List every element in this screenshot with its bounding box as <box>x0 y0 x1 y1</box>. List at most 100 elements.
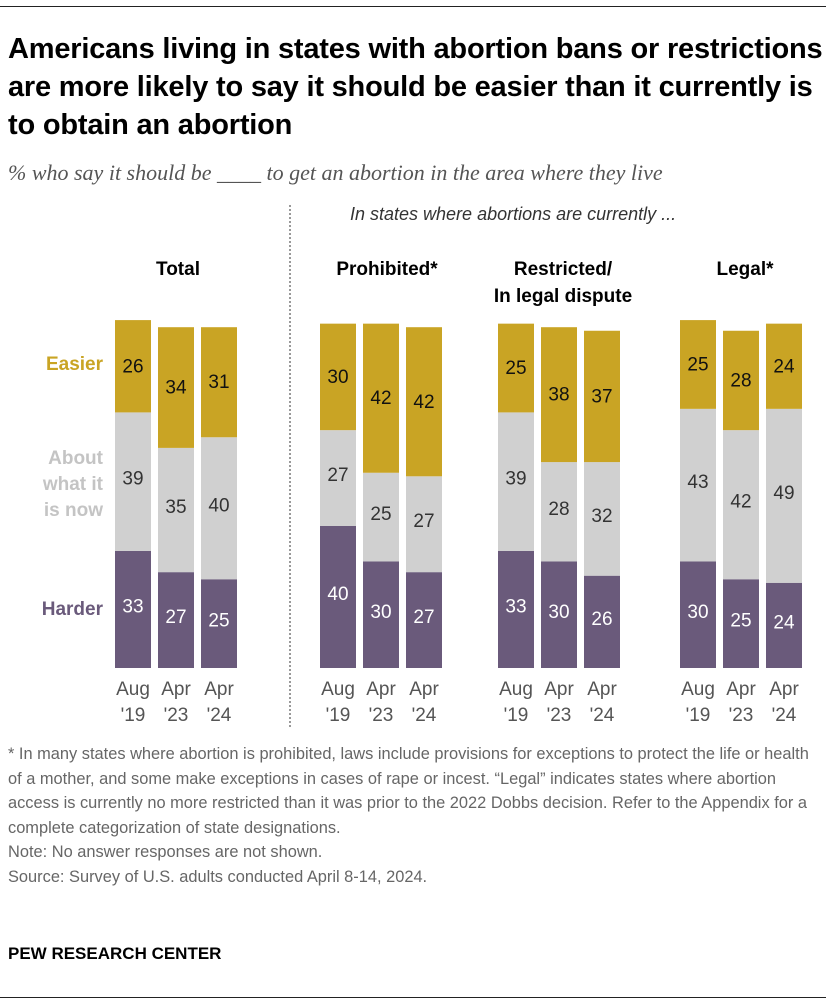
bar-about-g3-b0 <box>680 408 716 562</box>
bar-easier-g3-b1 <box>723 330 759 431</box>
tick-label-top-g1-b1: Apr <box>366 679 396 700</box>
group-title-prohibited: Prohibited* <box>336 259 438 280</box>
row-label-harder: Harder <box>41 599 103 620</box>
bar-harder-g1-b0 <box>320 526 356 668</box>
group-title-legal: Legal* <box>716 259 774 280</box>
value-harder-g2-b2: 26 <box>591 609 612 630</box>
bar-harder-g3-b2 <box>766 582 802 668</box>
value-about-g2-b2: 32 <box>591 506 612 527</box>
value-about-g1-b1: 25 <box>370 504 391 525</box>
tick-label-bottom-g3-b1: '23 <box>729 705 754 726</box>
bar-about-g1-b0 <box>320 430 356 526</box>
value-easier-g0-b2: 31 <box>208 372 229 393</box>
bar-easier-g3-b0 <box>680 320 716 409</box>
panel-note: In states where abortions are currently … <box>350 204 677 224</box>
tick-label-top-g1-b0: Aug <box>321 679 355 700</box>
value-easier-g1-b0: 30 <box>327 367 348 388</box>
tick-label-bottom-g0-b1: '23 <box>164 705 189 726</box>
top-rule <box>0 6 826 7</box>
value-about-g3-b1: 42 <box>730 492 751 513</box>
bar-easier-g3-b2 <box>766 323 802 409</box>
tick-label-bottom-g2-b1: '23 <box>547 705 572 726</box>
stacked-bar-chart: 33 39 26 Aug '19 27 35 34 Apr '23 25 40 31 Apr '24 40 27… <box>115 320 802 726</box>
value-harder-g3-b2: 24 <box>773 612 795 633</box>
footnote-source: Source: Survey of U.S. adults conducted … <box>8 867 428 886</box>
value-easier-g1-b1: 42 <box>370 388 391 409</box>
tick-label-top-g3-b0: Aug <box>681 679 715 700</box>
bar-easier-g2-b0 <box>498 323 534 413</box>
footnote-asterisk: * In many states where abortion is prohi… <box>8 745 809 837</box>
bar-about-g0-b1 <box>158 447 194 573</box>
row-label-easier: Easier <box>45 354 103 375</box>
value-easier-g0-b0: 26 <box>122 356 143 377</box>
tick-label-top-g2-b2: Apr <box>587 679 617 700</box>
value-about-g1-b0: 27 <box>327 465 348 486</box>
value-harder-g2-b0: 33 <box>505 596 526 617</box>
group-title-restricted: Restricted/ In legal dispute <box>493 259 633 307</box>
value-easier-g3-b0: 25 <box>687 354 708 375</box>
tick-label-bottom-g1-b2: '24 <box>412 705 437 726</box>
tick-label-top-g0-b2: Apr <box>204 679 234 700</box>
bar-harder-g3-b0 <box>680 561 716 668</box>
bar-harder-g0-b2 <box>201 579 237 668</box>
bar-about-g1-b2 <box>406 476 442 573</box>
value-about-g0-b0: 39 <box>122 469 143 490</box>
value-harder-g1-b2: 27 <box>413 607 434 628</box>
tick-label-top-g3-b1: Apr <box>726 679 756 700</box>
tick-label-bottom-g0-b2: '24 <box>207 705 232 726</box>
value-harder-g0-b0: 33 <box>122 596 143 617</box>
bar-harder-g0-b1 <box>158 572 194 668</box>
bar-harder-g2-b2 <box>584 575 620 668</box>
tick-label-top-g0-b0: Aug <box>116 679 150 700</box>
bar-easier-g0-b2 <box>201 327 237 438</box>
bar-easier-g0-b0 <box>115 320 151 413</box>
value-easier-g1-b2: 42 <box>413 392 434 413</box>
brand-label: PEW RESEARCH CENTER <box>8 944 222 963</box>
value-harder-g3-b1: 25 <box>730 611 751 632</box>
bar-harder-g1-b2 <box>406 572 442 668</box>
value-harder-g2-b1: 30 <box>548 602 569 623</box>
value-easier-g3-b2: 24 <box>773 356 795 377</box>
bar-easier-g2-b2 <box>584 330 620 463</box>
tick-label-bottom-g3-b2: '24 <box>772 705 797 726</box>
bar-harder-g0-b0 <box>115 550 151 668</box>
chart-title: Americans living in states with abortion… <box>8 33 823 141</box>
chart-subtitle: % who say it should be ____ to get an ab… <box>8 160 663 185</box>
bar-about-g0-b2 <box>201 437 237 580</box>
value-harder-g1-b0: 40 <box>327 584 348 605</box>
row-label-about: About what it is now <box>42 448 103 521</box>
value-harder-g1-b1: 30 <box>370 602 391 623</box>
value-about-g0-b2: 40 <box>208 495 229 516</box>
bar-harder-g3-b1 <box>723 579 759 668</box>
bar-easier-g1-b0 <box>320 323 356 431</box>
bar-about-g2-b0 <box>498 412 534 551</box>
group-title-total: Total <box>156 259 200 280</box>
bar-harder-g1-b1 <box>363 561 399 668</box>
value-easier-g2-b2: 37 <box>591 386 612 407</box>
bar-easier-g0-b1 <box>158 327 194 448</box>
value-about-g2-b1: 28 <box>548 499 569 520</box>
value-easier-g2-b0: 25 <box>505 358 526 379</box>
value-easier-g2-b1: 38 <box>548 385 569 406</box>
bar-about-g0-b0 <box>115 412 151 551</box>
value-harder-g0-b2: 25 <box>208 611 229 632</box>
tick-label-top-g0-b1: Apr <box>161 679 191 700</box>
tick-label-top-g1-b2: Apr <box>409 679 439 700</box>
bar-about-g3-b2 <box>766 408 802 583</box>
bar-harder-g2-b0 <box>498 550 534 668</box>
value-about-g3-b2: 49 <box>773 483 794 504</box>
value-easier-g3-b1: 28 <box>730 370 751 391</box>
tick-label-top-g2-b1: Apr <box>544 679 574 700</box>
tick-label-bottom-g1-b1: '23 <box>369 705 394 726</box>
footnotes: * In many states where abortion is prohi… <box>8 742 823 889</box>
bar-about-g1-b1 <box>363 472 399 562</box>
value-about-g1-b2: 27 <box>413 511 434 532</box>
value-about-g3-b0: 43 <box>687 472 708 493</box>
footnote-note: Note: No answer responses are not shown. <box>8 843 323 861</box>
tick-label-top-g2-b0: Aug <box>499 679 533 700</box>
tick-label-bottom-g1-b0: '19 <box>326 705 351 726</box>
bar-about-g3-b1 <box>723 430 759 580</box>
tick-label-bottom-g2-b0: '19 <box>504 705 529 726</box>
panel-divider <box>289 205 291 727</box>
bar-about-g2-b2 <box>584 462 620 576</box>
